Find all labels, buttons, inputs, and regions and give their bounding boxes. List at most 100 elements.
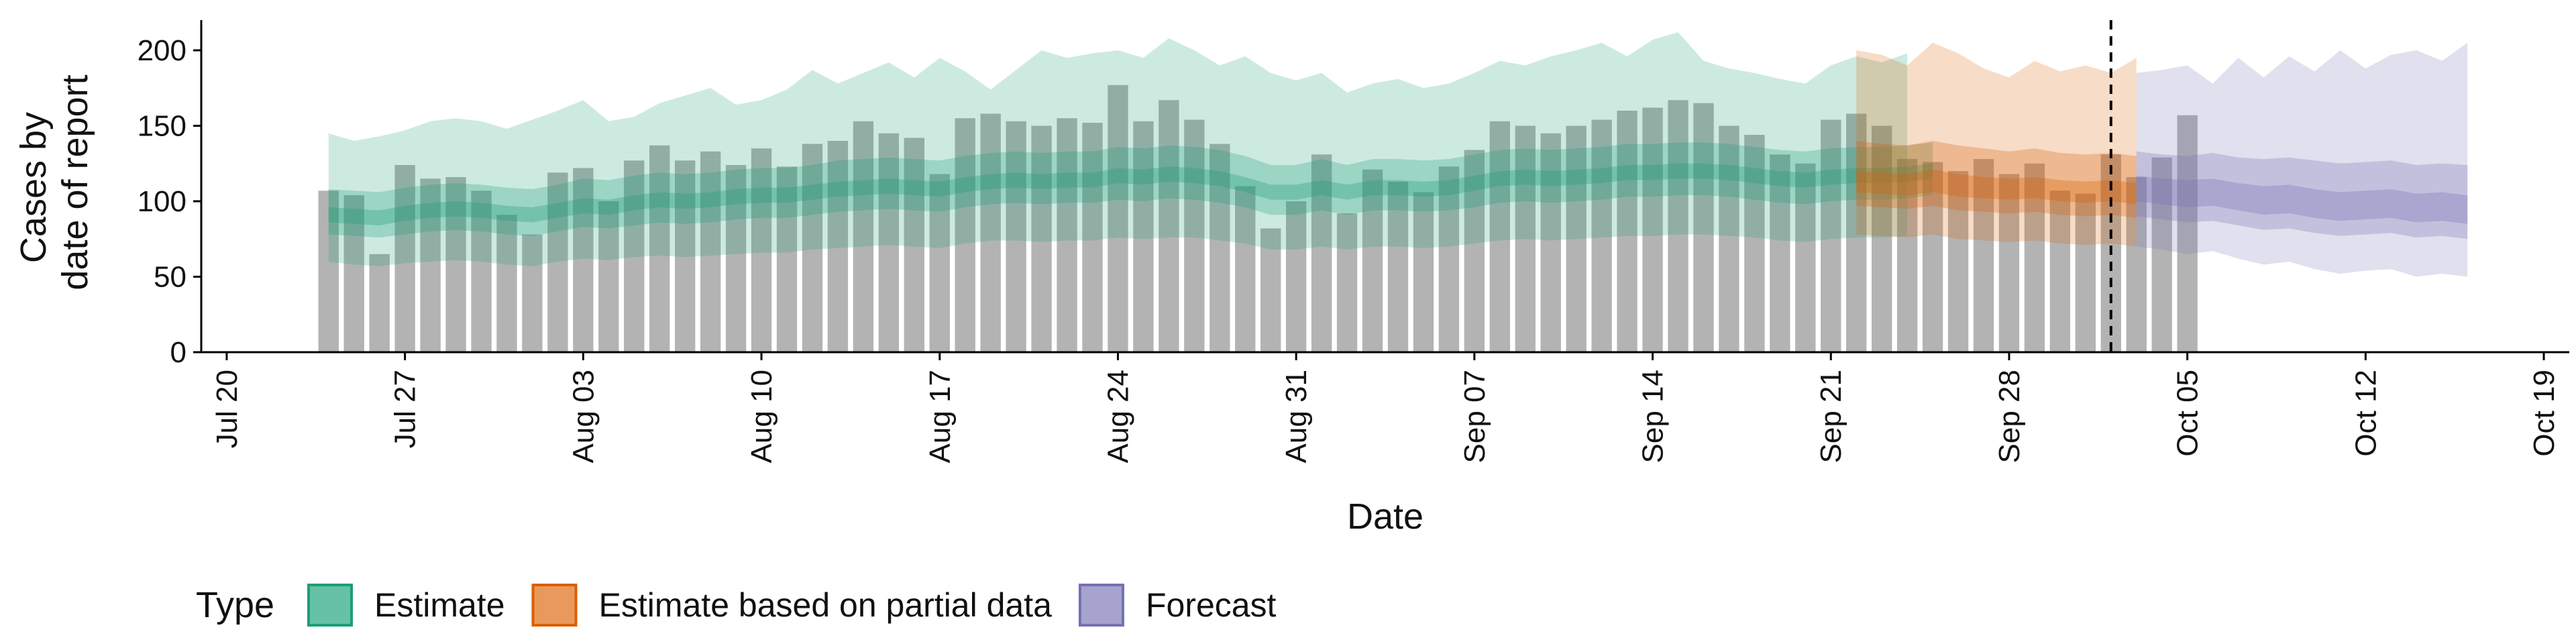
bar — [445, 177, 466, 352]
bar — [2075, 193, 2096, 352]
legend-label-estimate-based-on-partial-data: Estimate based on partial data — [599, 586, 1053, 624]
bar — [802, 144, 823, 352]
estimate-based-on-partial-data-band-50 — [1856, 141, 2137, 218]
bar — [1108, 85, 1128, 352]
bar — [1922, 162, 1943, 352]
x-tick-label: Sep 14 — [1637, 370, 1670, 463]
bar — [1896, 159, 1918, 352]
bar — [1617, 111, 1638, 352]
bar — [1591, 119, 1612, 352]
bar — [878, 133, 900, 352]
bar — [1668, 100, 1688, 352]
x-tick-label: Oct 12 — [2349, 370, 2382, 457]
bar — [624, 160, 645, 352]
y-tick-label: 200 — [138, 34, 186, 67]
bar — [1133, 121, 1154, 352]
x-tick-label: Oct 19 — [2528, 370, 2561, 457]
bar — [1235, 186, 1256, 352]
bar — [1795, 163, 1816, 352]
x-tick-label: Jul 20 — [211, 370, 244, 448]
bar — [1693, 103, 1714, 352]
bar — [547, 172, 568, 352]
bar — [369, 254, 390, 352]
bar — [1031, 125, 1052, 352]
bar — [420, 178, 441, 352]
y-tick-label: 50 — [154, 261, 186, 294]
bar — [318, 191, 339, 352]
bar — [1260, 228, 1281, 352]
bar — [980, 113, 1001, 352]
bar — [1362, 169, 1383, 352]
bar — [649, 145, 670, 352]
bar — [1082, 123, 1103, 352]
bar — [573, 168, 594, 352]
legend-label-forecast: Forecast — [1146, 586, 1277, 624]
y-tick-label: 100 — [138, 185, 186, 218]
bar — [1998, 174, 2020, 352]
bar — [1973, 159, 1994, 352]
bar — [700, 151, 721, 352]
bar — [725, 165, 747, 352]
bar — [343, 195, 364, 352]
bar — [496, 215, 517, 352]
bar — [522, 234, 543, 352]
forecast-band-20 — [2136, 175, 2468, 224]
y-tick-label: 0 — [170, 336, 186, 369]
bands-layer — [328, 32, 2468, 277]
x-tick-label: Sep 21 — [1815, 370, 1847, 463]
y-axis-title: Cases by date of report — [13, 74, 95, 290]
forecast-band-90 — [2136, 42, 2468, 277]
bar — [2151, 157, 2172, 352]
axes-layer: 0 50 100 150 200 Jul 20 Jul 27 Aug 03 Aug 10 Aug … — [138, 20, 2569, 463]
bar — [1464, 150, 1485, 352]
x-axis-title: Date — [1347, 496, 1424, 537]
bar — [853, 121, 874, 352]
legend-swatch-estimate-based-on-partial-data — [531, 584, 578, 627]
forecast-band-50 — [2136, 151, 2468, 239]
bar — [1846, 113, 1867, 352]
bar — [1744, 135, 1765, 352]
bar — [675, 160, 696, 352]
bar — [1719, 125, 1739, 352]
legend-title: Type — [196, 585, 274, 625]
bar — [1770, 154, 1790, 352]
bar — [1947, 171, 1969, 352]
bar — [827, 141, 849, 352]
bar — [1871, 125, 1892, 352]
estimate-band-90 — [328, 32, 1908, 266]
x-tick-label: Sep 28 — [1993, 370, 2026, 463]
x-tick-label: Oct 05 — [2171, 370, 2204, 457]
y-axis-title-line1: Cases by — [13, 112, 54, 263]
legend: Type Estimate Estimate based on partial da… — [196, 584, 1277, 627]
bar — [1057, 118, 1077, 352]
x-tick-label: Aug 03 — [567, 370, 600, 463]
estimate-based-on-partial-data-band-20 — [1856, 169, 2137, 205]
x-tick-label: Aug 31 — [1280, 370, 1313, 463]
bar — [1566, 125, 1587, 352]
bar — [598, 201, 619, 352]
bar — [955, 118, 975, 352]
x-tick-label: Aug 10 — [745, 370, 778, 463]
bar — [2177, 115, 2198, 352]
bar — [1336, 213, 1358, 352]
bar — [1184, 119, 1205, 352]
bar — [394, 165, 415, 352]
bar — [1515, 125, 1536, 352]
x-tick-label: Sep 07 — [1458, 370, 1491, 463]
bar — [1285, 201, 1307, 352]
y-tick-label: 150 — [138, 110, 186, 143]
x-tick-label: Jul 27 — [389, 370, 422, 448]
bar — [1540, 133, 1561, 352]
estimate-based-on-partial-data-band-90 — [1856, 42, 2137, 247]
bar — [2024, 163, 2045, 352]
y-axis-title-line2: date of report — [55, 74, 95, 290]
bar — [471, 191, 492, 352]
legend-swatch-estimate — [307, 584, 353, 627]
bar — [1821, 119, 1841, 352]
bar — [2049, 191, 2071, 352]
bar — [1006, 121, 1026, 352]
bar — [929, 174, 950, 352]
x-tick-label: Aug 24 — [1102, 370, 1135, 463]
x-tick-label: Aug 17 — [924, 370, 957, 463]
